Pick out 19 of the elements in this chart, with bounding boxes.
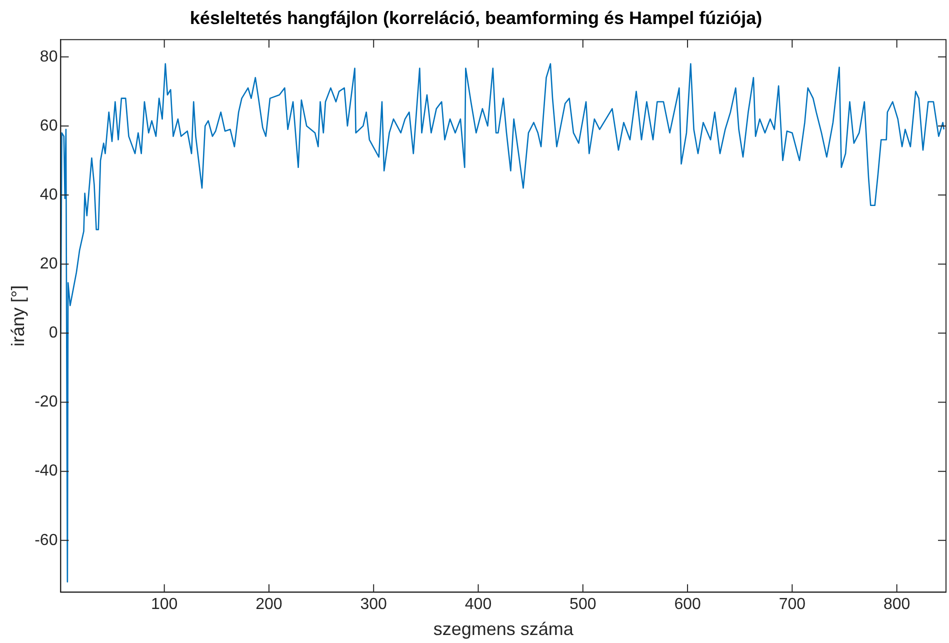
y-tick-label: 20 bbox=[40, 256, 58, 272]
x-tick-label: 800 bbox=[883, 596, 910, 614]
y-tick-label: 0 bbox=[48, 324, 58, 342]
x-tick-label: 600 bbox=[674, 596, 701, 614]
y-tick-label: -60 bbox=[34, 532, 58, 549]
chart-title: késleltetés hangfájlon (korreláció, beamforming és Hampel fúziója) bbox=[190, 8, 762, 28]
x-tick-label: 100 bbox=[150, 596, 178, 614]
x-tick-label: 500 bbox=[570, 596, 596, 614]
y-tick-label: 60 bbox=[40, 117, 58, 134]
y-tick-label: 40 bbox=[40, 186, 58, 204]
y-axis-title: irány [°] bbox=[8, 285, 28, 347]
x-axis-title: szegmens száma bbox=[433, 619, 574, 640]
x-tick-label: 400 bbox=[464, 596, 492, 614]
x-tick-label: 200 bbox=[256, 596, 282, 614]
y-tick-label: -20 bbox=[34, 394, 58, 411]
x-tick-label: 700 bbox=[778, 596, 806, 614]
x-tick-label: 300 bbox=[360, 596, 388, 614]
y-tick-label: 80 bbox=[40, 48, 58, 66]
y-tick-label: -40 bbox=[34, 462, 58, 480]
